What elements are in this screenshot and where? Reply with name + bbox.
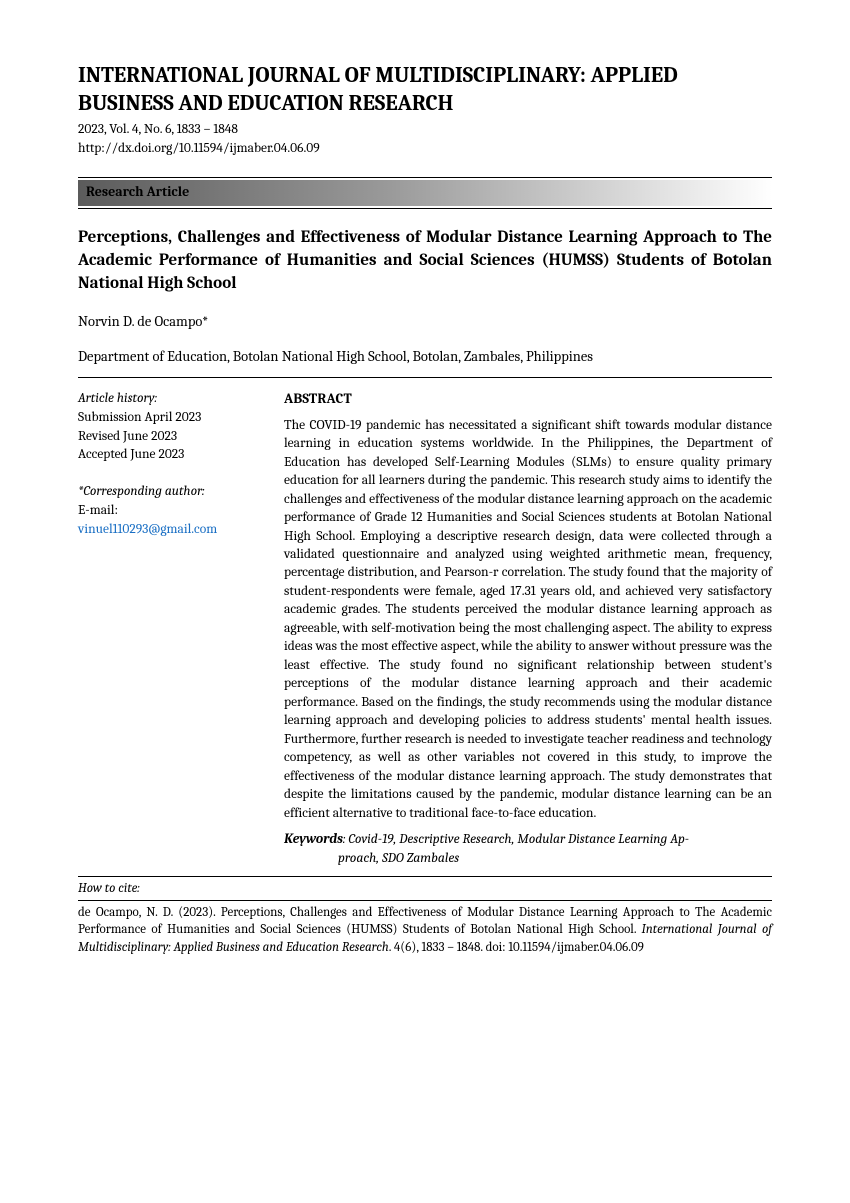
keywords-values-1: : Covid-19, Descriptive Research, Modula… xyxy=(343,832,689,847)
corresponding-label: *Corresponding author: xyxy=(78,483,254,502)
sidebar-meta: Article history: Submission April 2023 R… xyxy=(78,390,254,868)
journal-title: INTERNATIONAL JOURNAL OF MULTIDISCIPLINA… xyxy=(78,62,772,117)
history-submission: Submission April 2023 xyxy=(78,409,254,428)
journal-doi: http://dx.doi.org/10.11594/ijmaber.04.06… xyxy=(78,140,772,159)
two-column-layout: Article history: Submission April 2023 R… xyxy=(78,390,772,868)
divider xyxy=(78,876,772,877)
affiliation: Department of Education, Botolan Nationa… xyxy=(78,347,772,367)
cite-post: . 4(6), 1833 – 1848. doi: 10.11594/ijmab… xyxy=(389,940,644,955)
history-revised: Revised June 2023 xyxy=(78,428,254,447)
article-type-bar: Research Article xyxy=(78,180,772,206)
journal-meta: 2023, Vol. 4, No. 6, 1833 – 1848 http://… xyxy=(78,121,772,159)
abstract-body: The COVID-19 pandemic has necessitated a… xyxy=(284,417,772,824)
keywords-label: Keywords xyxy=(284,832,343,847)
corresponding-author: *Corresponding author: E-mail: vinuel110… xyxy=(78,483,254,540)
abstract-column: ABSTRACT The COVID-19 pandemic has neces… xyxy=(284,390,772,868)
article-type-label: Research Article xyxy=(86,183,189,202)
divider xyxy=(78,377,772,378)
journal-vol-line: 2023, Vol. 4, No. 6, 1833 – 1848 xyxy=(78,121,772,140)
keywords-line: Keywords: Covid-19, Descriptive Research… xyxy=(284,831,772,849)
how-to-cite-body: de Ocampo, N. D. (2023). Perceptions, Ch… xyxy=(78,904,772,958)
article-title: Perceptions, Challenges and Effectivenes… xyxy=(78,227,772,296)
keywords-values-2: proach, SDO Zambales xyxy=(284,850,772,868)
divider xyxy=(78,177,772,178)
email-link[interactable]: vinuel110293@gmail.com xyxy=(78,522,217,537)
history-heading: Article history: xyxy=(78,390,254,409)
divider xyxy=(78,900,772,901)
history-accepted: Accepted June 2023 xyxy=(78,446,254,465)
author-name: Norvin D. de Ocampo* xyxy=(78,312,772,332)
article-history: Article history: Submission April 2023 R… xyxy=(78,390,254,466)
abstract-heading: ABSTRACT xyxy=(284,390,772,409)
divider xyxy=(78,208,772,209)
how-to-cite-heading: How to cite: xyxy=(78,880,772,898)
email-label: E-mail: xyxy=(78,502,254,521)
